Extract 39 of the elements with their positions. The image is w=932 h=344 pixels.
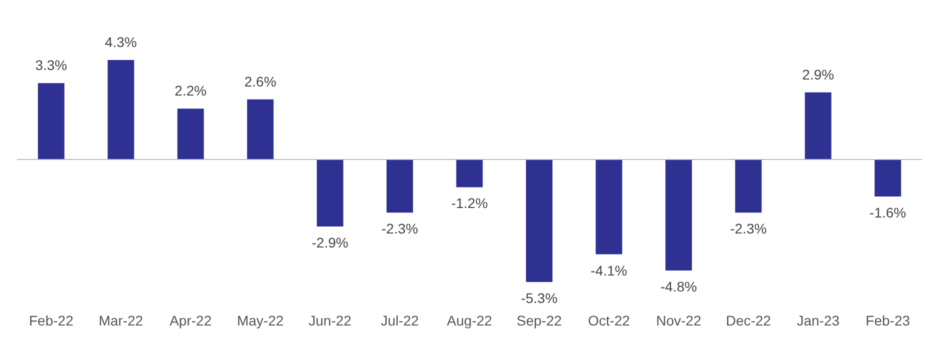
bar	[386, 159, 414, 213]
x-tick-label: Apr-22	[170, 312, 212, 328]
data-label: -4.8%	[660, 278, 697, 294]
x-tick-label: Nov-22	[656, 312, 702, 328]
bar	[665, 159, 692, 270]
bar	[596, 159, 622, 254]
data-label: 4.3%	[104, 34, 137, 50]
data-label: 2.2%	[174, 82, 207, 99]
data-label: -1.6%	[870, 204, 906, 220]
data-label: 2.6%	[244, 73, 276, 90]
x-tick-label: Feb-22	[28, 312, 74, 328]
bar	[177, 108, 204, 160]
x-tick-label: Aug-22	[446, 312, 492, 328]
bar	[316, 159, 344, 226]
data-label: 3.3%	[35, 57, 68, 74]
data-label: -2.3%	[381, 220, 418, 237]
data-label: -2.3%	[730, 220, 767, 237]
bar	[108, 60, 134, 160]
x-tick-label: Feb-23	[866, 312, 910, 328]
bar	[38, 83, 64, 160]
data-label: 2.9%	[802, 66, 834, 82]
data-label: -1.2%	[451, 195, 488, 212]
bar	[526, 159, 552, 282]
x-tick-label: Oct-22	[588, 312, 630, 328]
x-tick-label: Sep-22	[516, 312, 562, 328]
bar	[735, 159, 762, 213]
bar	[874, 159, 902, 196]
data-label: -4.1%	[590, 262, 628, 278]
bar	[456, 159, 483, 188]
x-tick-label: Dec-22	[726, 312, 772, 328]
x-tick-label: Jun-22	[308, 312, 352, 328]
data-label: -2.9%	[312, 234, 348, 250]
x-tick-label: Jan-23	[796, 312, 840, 328]
bar	[247, 99, 274, 160]
bar	[804, 92, 832, 160]
x-tick-label: May-22	[236, 312, 284, 328]
x-tick-label: Mar-22	[98, 312, 144, 328]
x-tick-label: Jul-22	[380, 312, 420, 328]
data-label: -5.3%	[520, 290, 558, 306]
